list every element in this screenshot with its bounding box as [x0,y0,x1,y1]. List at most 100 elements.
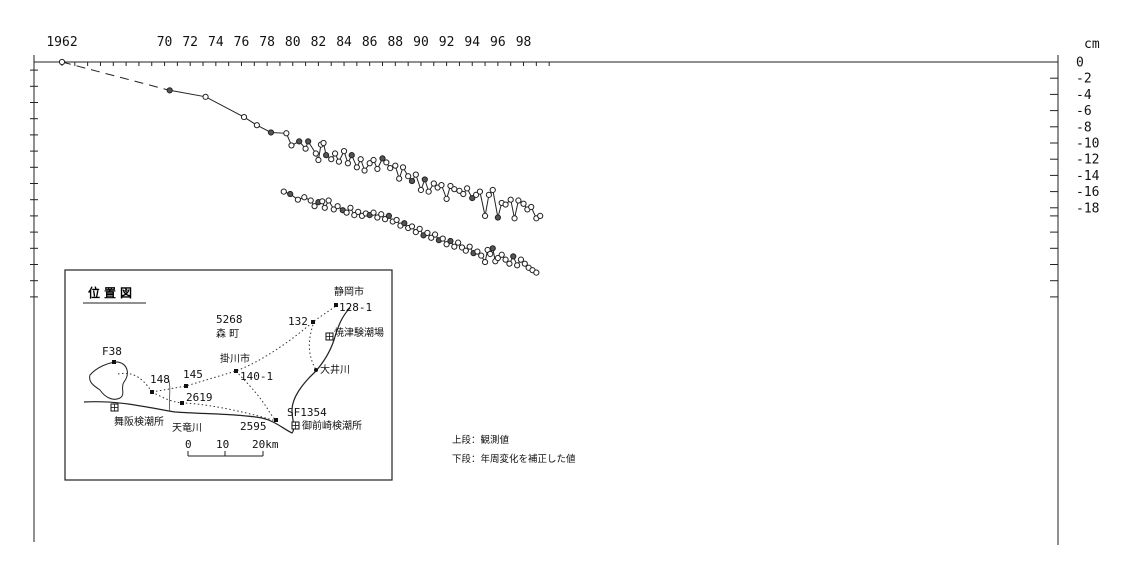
x-axis-ticks: 1962 70 72 74 76 78 80 82 84 86 88 90 92 94 96 98 [46,35,550,66]
x-tick-label: 72 [182,35,198,50]
data-point [469,194,476,202]
data-point [288,142,295,149]
data-point [428,234,435,241]
data-point [321,204,328,211]
data-point [240,113,248,121]
benchmark-132-marker [311,320,315,324]
data-point [347,204,354,211]
data-point [511,215,518,222]
label-tenryu: 天竜川 [172,421,202,434]
data-point [294,196,301,203]
data-point [417,186,425,194]
data-point [374,165,381,173]
data-point [462,247,469,254]
data-point [166,87,173,94]
x-tick-label: 74 [208,35,224,50]
data-point [451,186,458,193]
scale-label-10: 10 [216,438,229,451]
data-point [514,262,521,269]
data-point [383,159,390,166]
data-point [357,156,364,163]
data-point [370,209,377,216]
data-point [331,150,339,157]
data-point [478,252,485,259]
benchmark-140-1-marker [234,369,238,373]
data-point [312,150,319,157]
series-dashed-extrapolation [61,61,170,91]
location-map-inset: 位置図 [64,269,393,481]
x-tick-label: 96 [490,35,506,50]
data-point [287,190,294,198]
data-point [502,201,509,208]
data-point [456,187,463,194]
y-tick-label: -8 [1076,120,1092,135]
map-title: 位置図 [88,285,136,300]
data-point [481,212,489,219]
scale-label-0: 0 [185,438,192,451]
data-point [498,251,505,258]
data-point [396,175,403,182]
data-point [399,164,407,171]
y-tick-label: -16 [1076,185,1099,200]
label-yaizu: 焼津験潮場 [334,326,384,339]
data-point [351,211,358,219]
data-point [494,214,501,221]
label-shizuoka: 静岡市 [334,285,364,298]
data-point [334,203,341,210]
data-point [466,243,473,250]
x-tick-label: 84 [336,35,352,50]
data-point [344,160,351,167]
data-point [408,177,416,185]
data-point [340,148,348,155]
data-point [455,239,462,246]
data-point [353,164,360,171]
data-point [283,130,290,137]
x-tick-label: 92 [439,35,455,50]
data-point [58,58,66,66]
data-point [439,235,446,242]
label-128-1: 128-1 [339,301,372,314]
x-tick-label: 82 [311,35,327,50]
y-tick-label: -2 [1076,72,1092,87]
data-point [348,152,355,159]
river-tenryu [167,377,171,413]
map-scale-bar: 0 10 20km [185,438,279,457]
data-point [520,200,527,207]
data-point [374,214,381,221]
data-point [301,194,308,201]
data-point [253,122,260,129]
data-point [416,225,423,232]
data-point [343,209,350,216]
label-maisaka: 舞阪検潮所 [114,415,164,428]
data-point [464,185,471,192]
x-tick-label: 86 [362,35,378,50]
label-sf1354: SF1354 [287,406,327,419]
data-point [320,139,327,147]
yaizu-tide-station-icon [325,332,334,341]
x-tick-label: 98 [516,35,532,50]
data-point [460,190,467,198]
data-point [202,93,209,100]
label-mori: 森 町 [216,327,239,340]
data-point [476,188,484,195]
y-unit-label: cm [1084,37,1100,52]
data-point [443,195,450,202]
scale-label-20km: 20km [252,438,279,451]
benchmark-f38-marker [112,360,116,364]
label-2619: 2619 [186,391,213,404]
data-point [385,212,393,219]
data-point [311,203,318,210]
legend-note-upper: 上段：観測値 [452,434,510,446]
data-point [412,229,419,236]
data-point [487,250,494,258]
data-point [328,156,335,163]
data-point [322,152,330,159]
data-point [517,256,525,263]
x-tick-label: 76 [234,35,250,50]
data-point [537,212,544,219]
data-point [474,248,481,255]
data-point [335,158,343,165]
data-point [330,206,337,213]
data-point [506,260,513,267]
data-point [438,182,445,189]
